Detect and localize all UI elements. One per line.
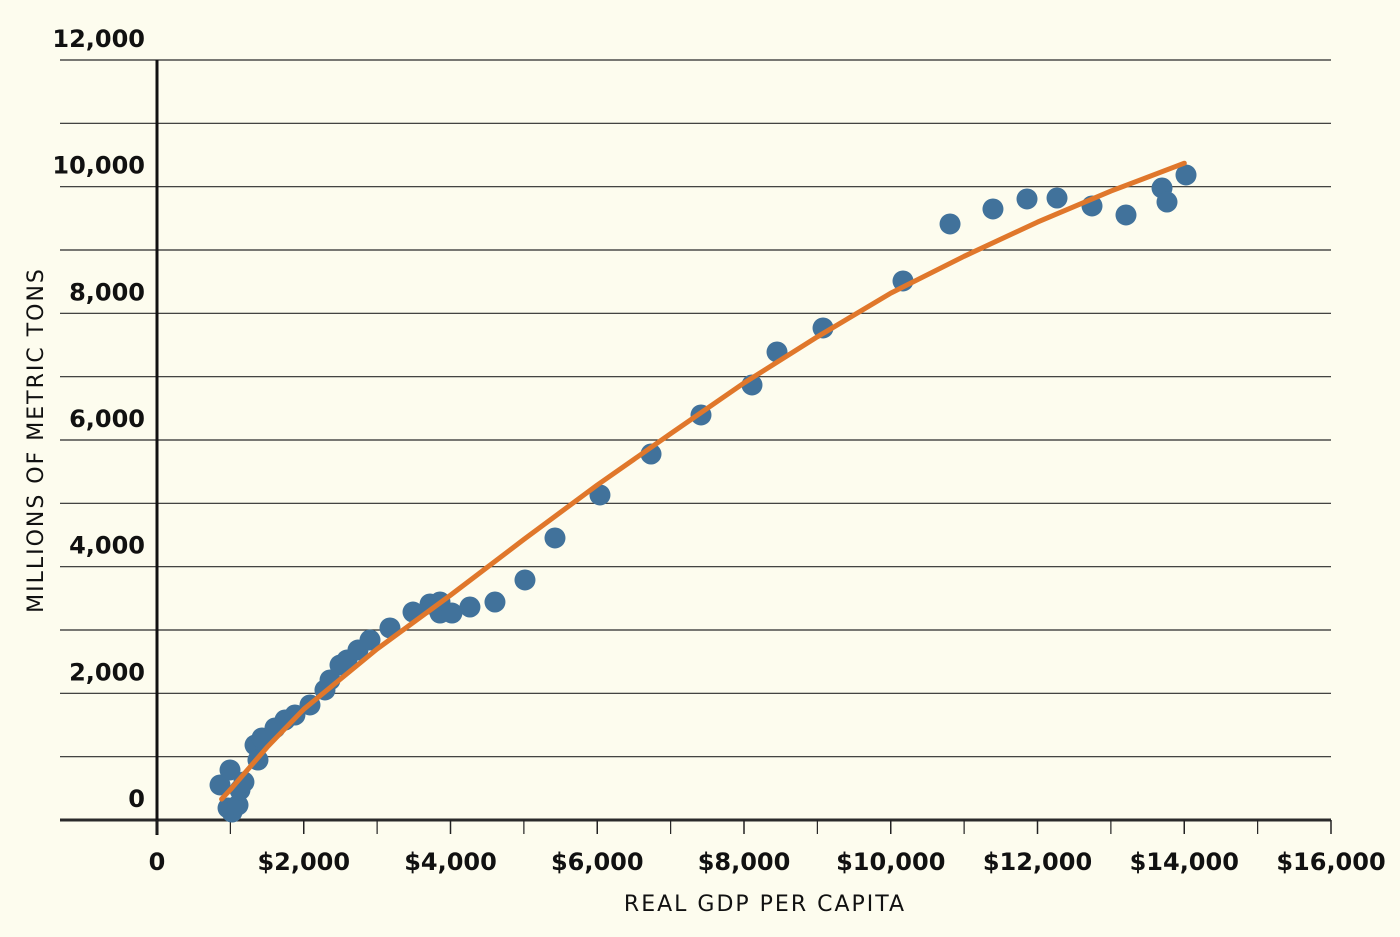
x-tick-label: $8,000: [698, 848, 791, 876]
y-tick-label: 4,000: [69, 532, 145, 560]
x-tick-label: $14,000: [1130, 848, 1239, 876]
y-tick-label: 2,000: [69, 658, 145, 686]
scatter-point: [1115, 204, 1137, 226]
scatter-point: [1046, 187, 1068, 209]
scatter-point: [219, 759, 241, 781]
x-tick-label: $10,000: [836, 848, 945, 876]
scatter-point: [441, 602, 463, 624]
scatter-point: [982, 198, 1004, 220]
x-tick-label: $12,000: [983, 848, 1092, 876]
y-tick-label: 10,000: [52, 152, 145, 180]
x-tick-label: $16,000: [1276, 848, 1385, 876]
scatter-point: [544, 527, 566, 549]
y-tick-label: 0: [128, 785, 145, 813]
trend-line: [219, 160, 1187, 802]
x-tick-label: 0: [149, 848, 166, 876]
scatter-point: [459, 596, 481, 618]
x-tick-label: $2,000: [257, 848, 350, 876]
scatter-point: [209, 774, 231, 796]
scatter-point: [484, 591, 506, 613]
x-tick-label: $4,000: [404, 848, 497, 876]
scatter-point: [359, 629, 381, 651]
scatter-point: [1156, 191, 1178, 213]
y-axis-title: MILLIONS OF METRIC TONS: [24, 267, 49, 613]
scatter-point: [514, 569, 536, 591]
scatter-point: [1016, 188, 1038, 210]
x-tick-label: $6,000: [551, 848, 644, 876]
scatter-point: [939, 213, 961, 235]
y-tick-label: 12,000: [52, 25, 145, 53]
scatter-point: [1175, 164, 1197, 186]
y-tick-label: 8,000: [69, 278, 145, 306]
y-tick-label: 6,000: [69, 405, 145, 433]
x-axis-title: REAL GDP PER CAPITA: [624, 892, 906, 917]
